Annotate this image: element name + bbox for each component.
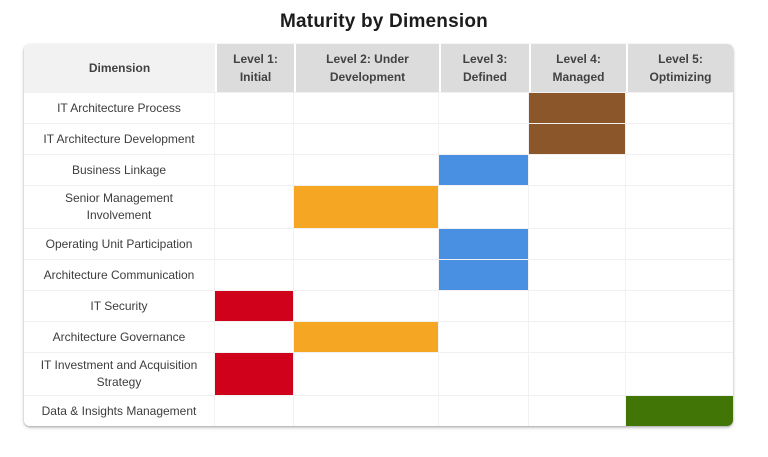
maturity-cell-empty (439, 321, 529, 352)
level-column-header-4: Level 4: Managed (529, 44, 626, 92)
maturity-cell-empty (626, 123, 733, 154)
maturity-cell-filled-level-3 (439, 228, 529, 259)
maturity-cell-filled-level-3 (439, 259, 529, 290)
table-row: IT Security (24, 290, 733, 321)
table-row: Senior Management Involvement (24, 185, 733, 228)
maturity-cell-empty (215, 92, 294, 123)
maturity-cell-empty (294, 154, 439, 185)
maturity-cell-filled-level-1 (215, 352, 294, 395)
maturity-cell-empty (439, 92, 529, 123)
maturity-cell-empty (439, 395, 529, 426)
maturity-cell-empty (529, 352, 626, 395)
maturity-cell-empty (294, 395, 439, 426)
maturity-cell-empty (626, 185, 733, 228)
maturity-cell-empty (626, 92, 733, 123)
dimension-label: Business Linkage (24, 154, 215, 185)
dimension-label: Architecture Governance (24, 321, 215, 352)
dimension-label: IT Security (24, 290, 215, 321)
maturity-cell-empty (215, 321, 294, 352)
dimension-label: IT Investment and Acquisition Strategy (24, 352, 215, 395)
maturity-table-card: Dimension Level 1: Initial Level 2: Under … (24, 44, 733, 426)
table-row: Architecture Communication (24, 259, 733, 290)
maturity-table: Dimension Level 1: Initial Level 2: Under … (24, 44, 733, 426)
maturity-cell-empty (529, 185, 626, 228)
maturity-cell-empty (215, 395, 294, 426)
maturity-cell-empty (215, 154, 294, 185)
maturity-cell-filled-level-2 (294, 321, 439, 352)
maturity-cell-empty (626, 259, 733, 290)
table-row: Operating Unit Participation (24, 228, 733, 259)
maturity-cell-empty (215, 185, 294, 228)
maturity-cell-empty (626, 290, 733, 321)
table-row: Data & Insights Management (24, 395, 733, 426)
maturity-cell-empty (215, 123, 294, 154)
table-body: IT Architecture Process IT Architecture D… (24, 92, 733, 426)
maturity-cell-empty (626, 154, 733, 185)
maturity-cell-filled-level-1 (215, 290, 294, 321)
maturity-cell-empty (626, 321, 733, 352)
maturity-cell-empty (439, 290, 529, 321)
maturity-cell-filled-level-4 (529, 123, 626, 154)
maturity-cell-filled-level-3 (439, 154, 529, 185)
level-column-header-2: Level 2: Under Development (294, 44, 439, 92)
maturity-cell-empty (294, 92, 439, 123)
maturity-cell-empty (294, 352, 439, 395)
maturity-cell-empty (294, 123, 439, 154)
maturity-cell-empty (215, 228, 294, 259)
maturity-cell-empty (215, 259, 294, 290)
maturity-cell-empty (439, 185, 529, 228)
maturity-cell-empty (294, 290, 439, 321)
dimension-label: Data & Insights Management (24, 395, 215, 426)
dimension-column-header: Dimension (24, 44, 215, 92)
dimension-label: IT Architecture Development (24, 123, 215, 154)
level-column-header-3: Level 3: Defined (439, 44, 529, 92)
maturity-cell-empty (529, 259, 626, 290)
maturity-cell-filled-level-4 (529, 92, 626, 123)
maturity-cell-empty (626, 352, 733, 395)
maturity-cell-empty (439, 123, 529, 154)
maturity-cell-empty (529, 290, 626, 321)
maturity-cell-empty (294, 228, 439, 259)
level-column-header-1: Level 1: Initial (215, 44, 294, 92)
maturity-cell-filled-level-2 (294, 185, 439, 228)
maturity-cell-empty (529, 228, 626, 259)
dimension-label: IT Architecture Process (24, 92, 215, 123)
dimension-label: Operating Unit Participation (24, 228, 215, 259)
table-row: IT Architecture Development (24, 123, 733, 154)
maturity-cell-empty (529, 321, 626, 352)
header-row: Dimension Level 1: Initial Level 2: Under … (24, 44, 733, 92)
table-row: IT Investment and Acquisition Strategy (24, 352, 733, 395)
maturity-cell-filled-level-5 (626, 395, 733, 426)
maturity-cell-empty (529, 395, 626, 426)
maturity-cell-empty (294, 259, 439, 290)
table-row: IT Architecture Process (24, 92, 733, 123)
chart-title: Maturity by Dimension (280, 11, 488, 32)
maturity-cell-empty (439, 352, 529, 395)
table-row: Architecture Governance (24, 321, 733, 352)
maturity-cell-empty (626, 228, 733, 259)
maturity-cell-empty (529, 154, 626, 185)
level-column-header-5: Level 5: Optimizing (626, 44, 733, 92)
dimension-label: Architecture Communication (24, 259, 215, 290)
table-row: Business Linkage (24, 154, 733, 185)
dimension-label: Senior Management Involvement (24, 185, 215, 228)
